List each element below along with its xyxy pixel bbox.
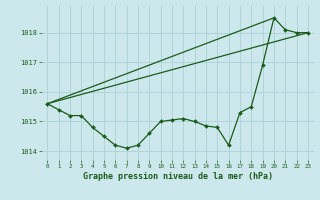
- X-axis label: Graphe pression niveau de la mer (hPa): Graphe pression niveau de la mer (hPa): [83, 172, 273, 181]
